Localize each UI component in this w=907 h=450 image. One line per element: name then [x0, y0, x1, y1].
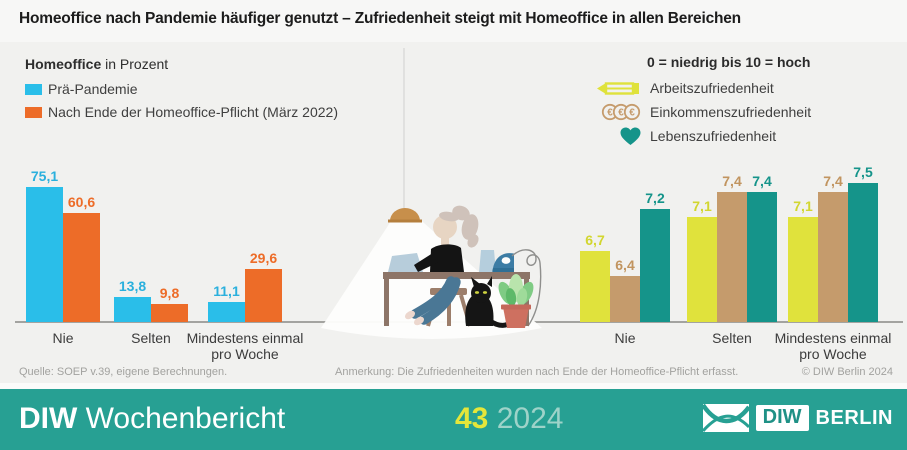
- homeoffice-illustration: [321, 48, 542, 339]
- bar-Arbeitszufriedenheit: [788, 217, 818, 322]
- page-title: Homeoffice nach Pandemie häufiger genutz…: [19, 10, 741, 27]
- category-label: Selten: [131, 330, 171, 346]
- divider-strip: [0, 383, 907, 389]
- lamp-icon: [388, 208, 422, 223]
- category-label: Nie: [614, 330, 636, 346]
- legend-homeoffice: Homeoffice in Prozent Prä-Pandemie Nach …: [25, 56, 338, 127]
- svg-text:€: €: [618, 107, 624, 118]
- bar-value-label: 6,4: [615, 256, 635, 273]
- bar-value-label: 7,1: [692, 198, 712, 214]
- svg-text:€: €: [607, 107, 613, 118]
- bar-value-label: 7,1: [793, 198, 813, 214]
- diw-berlin-logo: DIW BERLIN: [702, 404, 893, 432]
- bar-Nach Ende der Homeoffice-Pflicht (März 2022): [245, 268, 282, 322]
- bar-Prä-Pandemie: [26, 186, 63, 322]
- legend-label: Arbeitszufriedenheit: [650, 80, 774, 96]
- bar-Lebenszufriedenheit: [640, 208, 670, 322]
- bar-value-label: 11,1: [213, 283, 240, 300]
- bar-value-label: 29,6: [249, 249, 278, 266]
- bar-Nach Ende der Homeoffice-Pflicht (März 2022): [151, 304, 188, 322]
- legend-item-einkommenszufriedenheit: € € € Einkommenszufriedenheit: [590, 102, 900, 122]
- bar-Nach Ende der Homeoffice-Pflicht (März 2022): [63, 212, 100, 322]
- heart-icon: [590, 126, 650, 146]
- bar-value-label: 9,8: [159, 285, 180, 302]
- diw-logo-text: DIW: [755, 405, 809, 431]
- ironing-board-icon: [479, 250, 496, 273]
- person-figure: [404, 205, 479, 326]
- bar-value-label: 13,8: [118, 278, 147, 295]
- bar-value-label: 7,5: [853, 164, 873, 181]
- legend-zufriedenheit: 0 = niedrig bis 10 = hoch Arbeitszufried…: [590, 54, 900, 150]
- desk: [383, 272, 530, 326]
- legend-label: Prä-Pandemie: [48, 81, 138, 97]
- laptop-icon: [388, 253, 423, 272]
- bar-Prä-Pandemie: [114, 297, 151, 322]
- copyright-note: © DIW Berlin 2024: [801, 366, 893, 378]
- pencil-icon: [590, 78, 650, 98]
- bar-value-label: 60,6: [67, 193, 96, 210]
- bar-Arbeitszufriedenheit: [580, 250, 610, 322]
- source-note: Quelle: SOEP v.39, eigene Berechnungen.: [19, 366, 228, 378]
- bar-value-label: 7,2: [645, 189, 665, 206]
- scale-note: 0 = niedrig bis 10 = hoch: [647, 54, 811, 70]
- swatch-nach-ende: [25, 106, 42, 118]
- annotation-note: Anmerkung: Die Zufriedenheiten wurden na…: [335, 366, 739, 378]
- bar-value-label: 7,4: [722, 172, 742, 189]
- bar-value-label: 6,7: [585, 231, 605, 248]
- category-label: Mindestens einmal pro Woche: [186, 330, 304, 362]
- bar-value-label: 7,4: [823, 172, 843, 189]
- category-label: Nie: [52, 330, 74, 346]
- coins-icon: € € €: [590, 102, 650, 122]
- legend-homeoffice-title: Homeoffice in Prozent: [25, 56, 169, 72]
- legend-label: Einkommenszufriedenheit: [650, 104, 812, 120]
- legend-label: Nach Ende der Homeoffice-Pflicht (März 2…: [48, 104, 338, 120]
- swatch-prae-pandemie: [25, 83, 42, 95]
- legend-item-nach-ende: Nach Ende der Homeoffice-Pflicht (März 2…: [25, 104, 338, 120]
- legend-item-prae-pandemie: Prä-Pandemie: [25, 81, 338, 97]
- bar-Arbeitszufriedenheit: [687, 217, 717, 322]
- svg-text:€: €: [629, 107, 635, 118]
- plant-icon: [498, 274, 534, 328]
- power-cord: [511, 249, 542, 327]
- legend-item-arbeitszufriedenheit: Arbeitszufriedenheit: [590, 78, 900, 98]
- legend-item-lebenszufriedenheit: Lebenszufriedenheit: [590, 126, 900, 146]
- legend-label: Lebenszufriedenheit: [650, 128, 777, 144]
- issue-number: 43 2024: [455, 402, 564, 435]
- bar-value-label: 75,1: [30, 167, 59, 184]
- header-band: [0, 0, 907, 42]
- banner: DIW Wochenbericht 43 2024 DIW BERLIN: [0, 389, 907, 450]
- category-label: Selten: [712, 330, 752, 346]
- bar-Lebenszufriedenheit: [848, 183, 878, 322]
- cat-icon: [465, 276, 515, 328]
- bar-Einkommenszufriedenheit: [610, 275, 640, 322]
- bar-Lebenszufriedenheit: [747, 191, 777, 322]
- bar-Einkommenszufriedenheit: [717, 191, 747, 322]
- berlin-logo-text: BERLIN: [815, 406, 893, 429]
- category-label: Mindestens einmal pro Woche: [774, 330, 892, 362]
- bar-Einkommenszufriedenheit: [818, 191, 848, 322]
- diw-logo-mark: [702, 404, 749, 432]
- bar-value-label: 7,4: [752, 172, 772, 189]
- bar-Prä-Pandemie: [208, 302, 245, 322]
- publication-title: DIW Wochenbericht: [19, 402, 286, 435]
